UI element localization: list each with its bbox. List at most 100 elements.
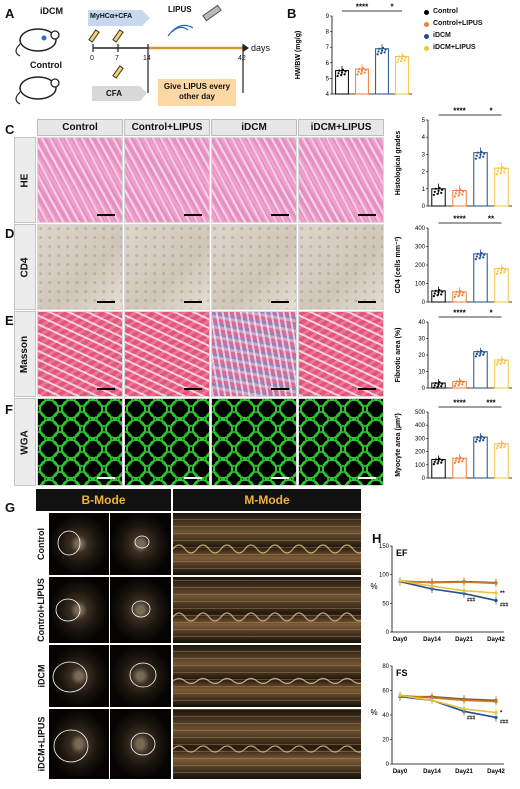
legend-marker-control — [424, 10, 429, 15]
data-point — [458, 191, 461, 194]
annotation-label: ### — [467, 715, 476, 721]
y-tick-label: 100 — [379, 573, 390, 579]
data-point — [501, 441, 504, 445]
cd4-image-control — [37, 224, 123, 310]
he-image-control-lipus — [124, 137, 210, 223]
series-point — [494, 699, 498, 704]
data-point — [462, 291, 465, 294]
data-point — [500, 360, 503, 363]
column-header-idcm: iDCM — [211, 119, 297, 136]
column-header-control-lipus: Control+LIPUS — [124, 119, 210, 136]
ultrasound-probe-icon — [167, 4, 222, 37]
echo-row-label-control-lipus: Control+LIPUS — [36, 578, 47, 642]
series-point — [398, 693, 402, 697]
echo-row-label-idcm: iDCM — [36, 664, 46, 688]
y-tick-label: 9 — [326, 14, 330, 20]
data-point — [378, 47, 381, 50]
tick-day-14: 14 — [143, 55, 151, 62]
data-point — [504, 359, 507, 362]
legend-label-idcm-lipus: iDCM+LIPUS — [433, 44, 476, 51]
annotation-label: ** — [500, 591, 505, 597]
data-point — [440, 461, 443, 464]
mmode-image-control — [173, 513, 361, 575]
data-point — [475, 255, 478, 258]
y-tick-label: 400 — [415, 423, 426, 429]
label-cfa: CFA — [106, 89, 122, 98]
data-point — [476, 350, 479, 353]
series-point — [430, 698, 434, 702]
series-line-idcm-lipus — [399, 694, 497, 714]
series-line-idcm — [399, 580, 497, 602]
data-point — [497, 358, 500, 362]
data-point — [403, 59, 406, 62]
legend-label-control: Control — [433, 8, 458, 15]
significance-label: **** — [453, 215, 466, 224]
annotation-label: ### — [467, 598, 476, 604]
data-point — [483, 253, 486, 256]
masson-image-control-lipus — [124, 311, 210, 397]
masson-image-idcm — [211, 311, 297, 397]
y-axis-label: CD4 (cells mm⁻²) — [395, 237, 402, 294]
echo-row-label-idcm-lipus: iDCM+LIPUS — [36, 716, 47, 772]
data-point — [340, 74, 343, 77]
y-tick-label: 200 — [415, 263, 426, 269]
x-tick-label: Day0 — [393, 637, 408, 643]
bmode-image-idcm-1 — [49, 645, 109, 707]
data-point — [360, 72, 363, 75]
data-point — [341, 68, 344, 71]
data-point — [432, 294, 435, 298]
data-point — [433, 292, 436, 295]
data-point — [380, 52, 383, 55]
mmode-image-control-lipus — [173, 577, 361, 643]
data-point — [343, 73, 346, 76]
bmode-header: B-Mode — [36, 489, 171, 511]
row-label-masson: Masson — [14, 311, 36, 397]
data-point — [400, 57, 404, 60]
data-point — [437, 291, 440, 294]
data-point — [337, 72, 340, 75]
y-axis-label: % — [370, 708, 377, 717]
data-point — [434, 381, 437, 385]
significance-label: **** — [453, 107, 466, 116]
data-point — [497, 167, 500, 170]
data-point — [440, 293, 443, 296]
data-point — [476, 252, 479, 255]
data-point — [480, 150, 483, 153]
data-point — [496, 170, 499, 173]
data-point — [357, 70, 360, 73]
y-tick-label: 60 — [382, 689, 389, 695]
y-tick-label: 400 — [415, 226, 426, 232]
data-point — [475, 438, 478, 441]
data-point — [441, 290, 444, 293]
series-point — [462, 580, 466, 584]
series-point — [462, 698, 466, 702]
data-point — [478, 354, 481, 357]
data-point — [461, 294, 464, 297]
data-point — [503, 171, 506, 174]
lipus-box — [158, 79, 236, 106]
label-myhca: MyHCα+CFA — [90, 13, 133, 20]
annotation-label: ### — [500, 602, 509, 608]
data-point — [454, 192, 457, 195]
series-line-control-lipus — [399, 694, 497, 703]
bar-idcm — [473, 253, 488, 303]
y-tick-label: 50 — [382, 601, 389, 607]
legend-label-control-lipus: Control+LIPUS — [433, 20, 483, 27]
echo-row-label-control: Control — [36, 528, 46, 560]
data-point — [499, 271, 502, 275]
series-line-idcm-lipus — [399, 580, 497, 594]
data-point — [436, 294, 439, 297]
mmode-image-idcm — [173, 645, 361, 707]
data-point — [455, 457, 458, 460]
data-point — [497, 267, 500, 270]
data-point — [482, 256, 485, 259]
y-tick-label: 80 — [382, 664, 389, 670]
data-point — [438, 288, 441, 292]
cd4-image-idcm-lipus — [298, 224, 384, 310]
data-point — [458, 292, 461, 295]
y-tick-label: 500 — [415, 410, 426, 416]
column-header-control: Control — [37, 119, 123, 136]
data-point — [500, 169, 503, 172]
